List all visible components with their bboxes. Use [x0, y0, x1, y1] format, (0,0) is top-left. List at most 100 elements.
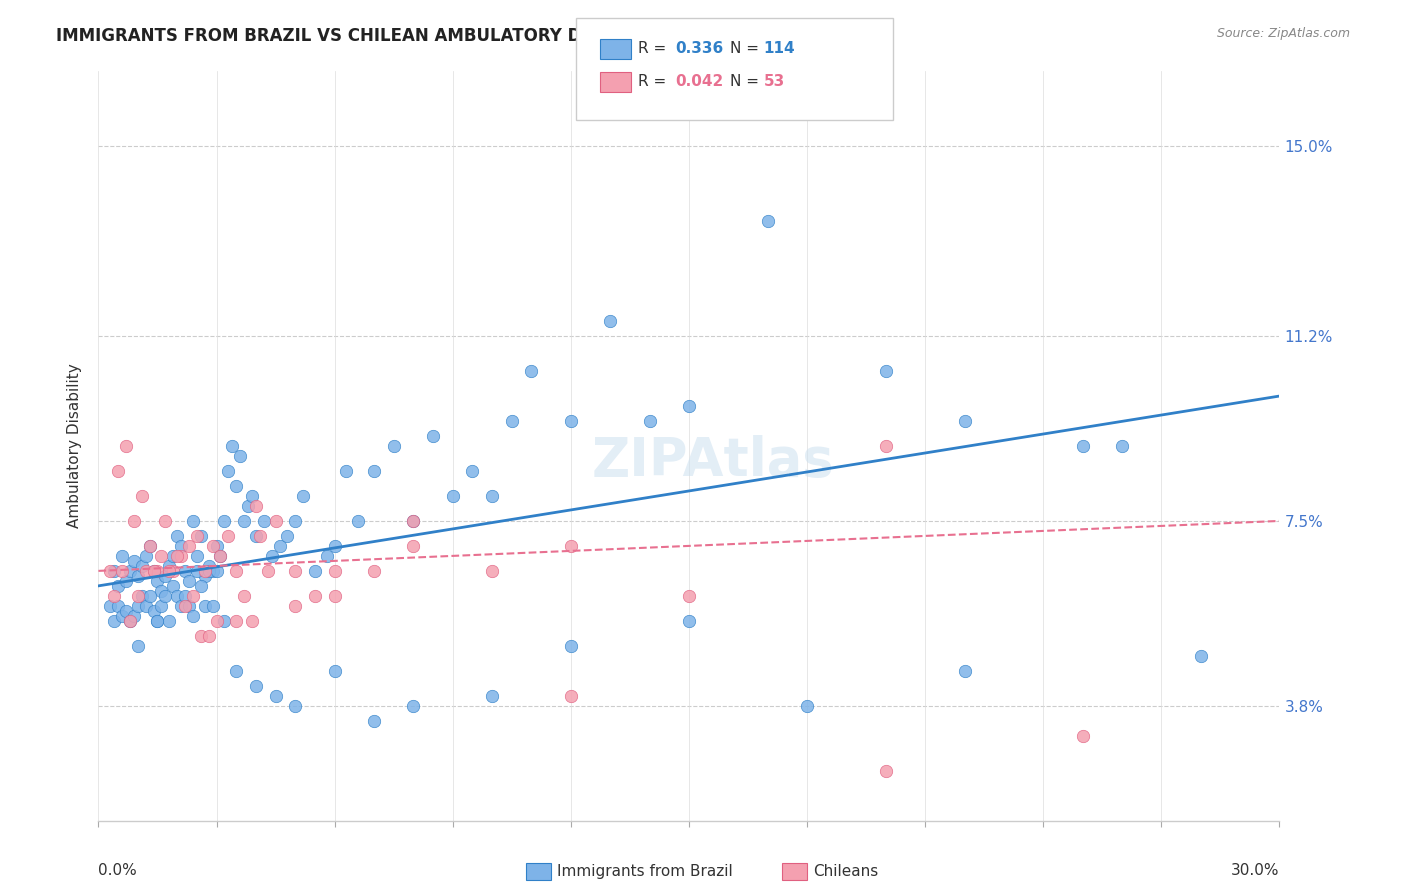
Point [146, 564, 169, 578]
Point [150, 549, 173, 563]
Point [236, 499, 259, 513]
Point [111, 608, 134, 623]
Point [264, 689, 287, 703]
Text: 0.336: 0.336 [675, 41, 723, 55]
Point [162, 579, 184, 593]
Point [197, 558, 219, 573]
Point [1071, 439, 1094, 453]
Y-axis label: Ambulatory Disability: Ambulatory Disability [67, 364, 83, 528]
Point [225, 664, 247, 678]
Point [174, 564, 197, 578]
Point [225, 479, 247, 493]
Point [756, 214, 779, 228]
Point [599, 314, 621, 328]
Point [186, 549, 208, 563]
Point [1071, 729, 1094, 743]
Point [520, 364, 543, 378]
Point [194, 564, 217, 578]
Point [402, 514, 425, 528]
Point [382, 439, 405, 453]
Point [138, 539, 160, 553]
Point [264, 514, 287, 528]
Point [284, 564, 307, 578]
Point [323, 589, 346, 603]
Point [157, 558, 180, 573]
Point [304, 564, 326, 578]
Point [197, 564, 219, 578]
Point [122, 608, 145, 623]
Point [190, 629, 212, 643]
Point [953, 664, 976, 678]
Point [461, 464, 484, 478]
Point [233, 514, 256, 528]
Point [560, 414, 582, 428]
Point [103, 614, 125, 628]
Point [225, 614, 247, 628]
Point [177, 539, 200, 553]
Text: N =: N = [730, 74, 763, 88]
Point [138, 539, 160, 553]
Point [111, 549, 134, 563]
Point [142, 564, 165, 578]
Point [363, 464, 385, 478]
Text: IMMIGRANTS FROM BRAZIL VS CHILEAN AMBULATORY DISABILITY CORRELATION CHART: IMMIGRANTS FROM BRAZIL VS CHILEAN AMBULA… [56, 27, 877, 45]
Point [118, 564, 141, 578]
Point [253, 514, 276, 528]
Point [240, 614, 263, 628]
Point [103, 564, 125, 578]
Point [335, 464, 357, 478]
Text: Source: ZipAtlas.com: Source: ZipAtlas.com [1216, 27, 1350, 40]
Point [146, 574, 169, 588]
Point [269, 539, 291, 553]
Point [122, 554, 145, 568]
Point [135, 549, 157, 563]
Point [323, 539, 346, 553]
Text: N =: N = [730, 41, 763, 55]
Point [155, 569, 177, 583]
Point [181, 589, 204, 603]
Point [115, 604, 138, 618]
Point [245, 679, 267, 693]
Point [678, 399, 700, 413]
Point [205, 614, 228, 628]
Point [142, 564, 165, 578]
Point [249, 529, 271, 543]
Point [194, 599, 217, 613]
Point [260, 549, 283, 563]
Point [146, 614, 169, 628]
Point [217, 464, 239, 478]
Point [115, 439, 138, 453]
Text: R =: R = [638, 74, 672, 88]
Text: 0.042: 0.042 [675, 74, 723, 88]
Point [186, 529, 208, 543]
Point [107, 599, 129, 613]
Point [111, 564, 134, 578]
Text: 0.0%: 0.0% [98, 863, 138, 878]
Point [127, 639, 149, 653]
Point [875, 764, 897, 778]
Point [166, 529, 188, 543]
Point [363, 714, 385, 728]
Point [131, 589, 153, 603]
Point [177, 599, 200, 613]
Point [131, 489, 153, 503]
Point [115, 574, 138, 588]
Point [197, 629, 219, 643]
Point [150, 599, 173, 613]
Point [118, 614, 141, 628]
Point [214, 514, 236, 528]
Point [157, 614, 180, 628]
Point [501, 414, 523, 428]
Point [441, 489, 464, 503]
Point [481, 564, 503, 578]
Point [323, 664, 346, 678]
Point [347, 514, 370, 528]
Text: 30.0%: 30.0% [1232, 863, 1279, 878]
Point [284, 599, 307, 613]
Point [162, 564, 184, 578]
Point [155, 514, 177, 528]
Point [678, 614, 700, 628]
Point [135, 564, 157, 578]
Point [98, 564, 121, 578]
Point [174, 589, 197, 603]
